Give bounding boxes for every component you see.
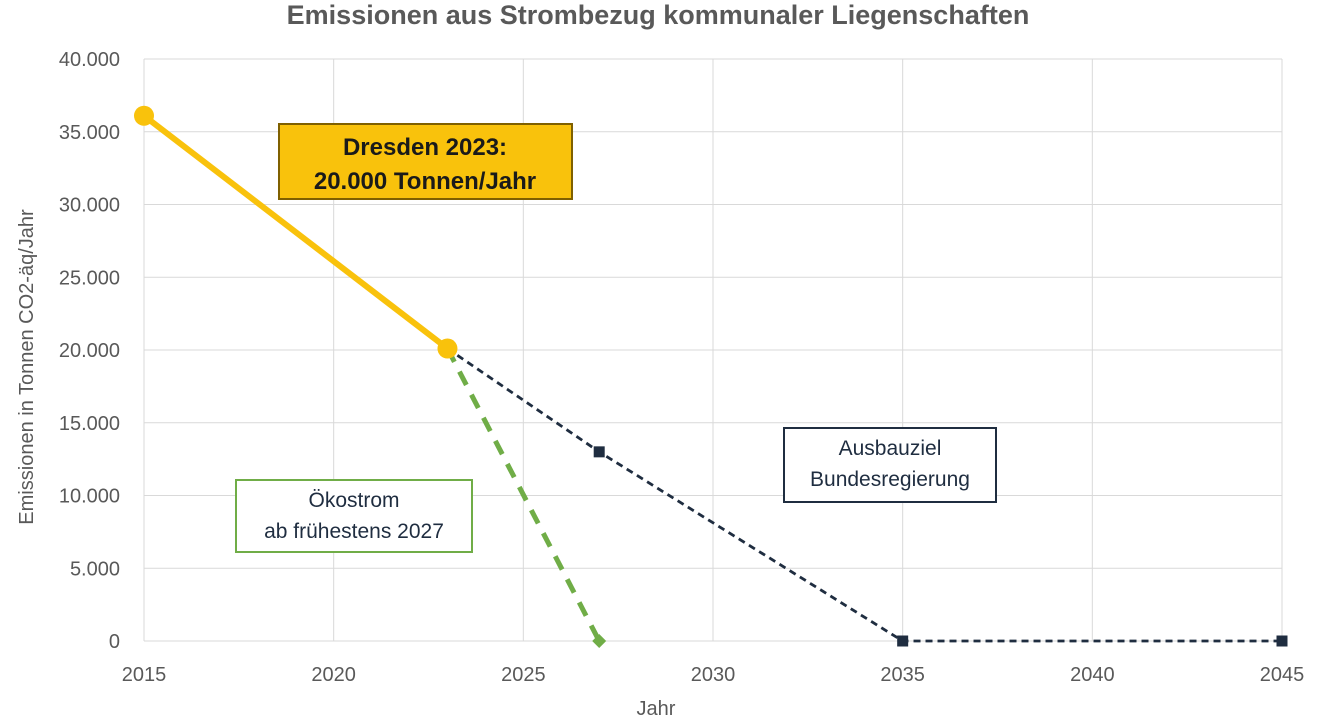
annotation-ausbauziel-text: Ausbauziel (839, 437, 942, 460)
x-tick-label: 2045 (1260, 664, 1305, 686)
data-point-ausbauziel (593, 446, 605, 458)
x-tick-label: 2030 (691, 664, 736, 686)
y-axis-label: Emissionen in Tonnen CO2-äq/Jahr (16, 209, 38, 525)
x-axis-label: Jahr (637, 698, 676, 720)
x-tick-label: 2015 (122, 664, 167, 686)
y-tick-label: 10.000 (59, 486, 120, 508)
x-tick-label: 2025 (501, 664, 546, 686)
chart-title: Emissionen aus Strombezug kommunaler Lie… (287, 0, 1030, 30)
x-tick-label: 2040 (1070, 664, 1115, 686)
series-line-oekostrom (445, 347, 602, 643)
annotation-oekostrom-box (235, 479, 473, 553)
annotation-dresden-2023-box (278, 123, 573, 200)
x-tick-label: 2035 (880, 664, 925, 686)
data-point-ausbauziel (897, 635, 909, 647)
y-tick-label: 0 (109, 631, 120, 653)
y-tick-label: 40.000 (59, 49, 120, 71)
y-tick-label: 20.000 (59, 340, 120, 362)
data-point-oekostrom (592, 634, 607, 648)
annotation-oekostrom-text: ab frühestens 2027 (264, 520, 444, 543)
annotation-ausbauziel-box (783, 427, 997, 503)
annotation-dresden-2023-text: 20.000 Tonnen/Jahr (314, 168, 536, 195)
y-tick-label: 25.000 (59, 267, 120, 289)
data-point-dresden-actual (437, 338, 458, 359)
series-line-dresden-actual (142, 113, 450, 351)
data-series (134, 105, 1288, 648)
y-tick-label: 5.000 (70, 558, 120, 580)
annotation-ausbauziel-text: Bundesregierung (810, 468, 970, 491)
annotations: Dresden 2023: 20.000 Tonnen/Jahr Ökostrom a… (235, 123, 997, 553)
y-tick-label: 15.000 (59, 413, 120, 435)
x-tick-label: 2020 (311, 664, 356, 686)
annotation-oekostrom-text: Ökostrom (308, 489, 399, 512)
series-line-ausbauziel (446, 347, 1282, 643)
y-tick-label: 30.000 (59, 195, 120, 217)
data-point-ausbauziel (1276, 635, 1288, 647)
annotation-dresden-2023-text: Dresden 2023: (343, 134, 507, 161)
data-point-dresden-actual (134, 105, 154, 126)
axis-ticks: 0 5.000 10.000 15.000 20.000 25.000 30.000 35.0… (59, 49, 1304, 686)
y-tick-label: 35.000 (59, 122, 120, 144)
